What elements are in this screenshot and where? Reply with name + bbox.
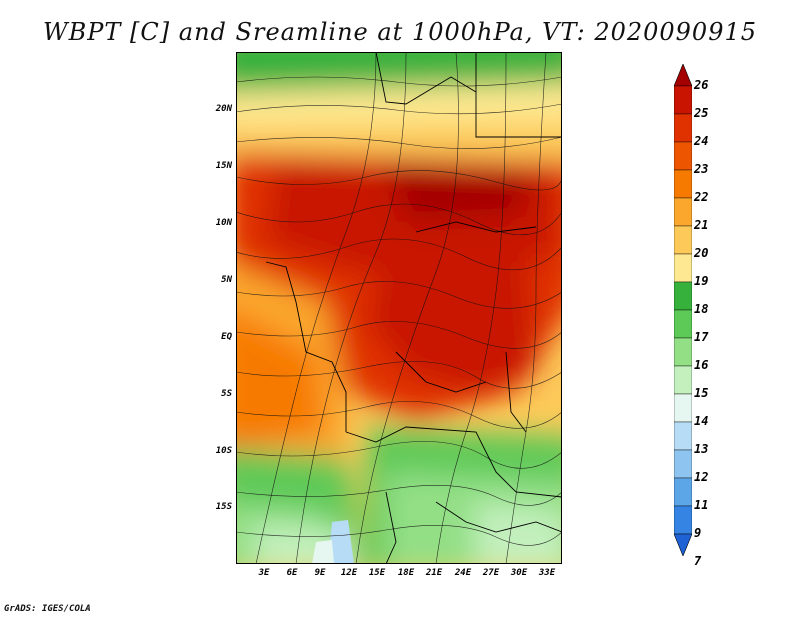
colorbar-label: 23 xyxy=(694,162,709,176)
colorbar xyxy=(674,64,692,556)
colorbar-label: 20 xyxy=(694,246,709,260)
colorbar-label: 24 xyxy=(694,134,709,148)
colorbar-label: 16 xyxy=(694,358,709,372)
lat-label-5n: 5N xyxy=(221,275,232,285)
colorbar-label: 18 xyxy=(694,302,709,316)
lon-label-18e: 18E xyxy=(397,568,415,578)
colorbar-swatch xyxy=(674,337,692,367)
colorbar-label: 12 xyxy=(694,470,709,484)
colorbar-label: 13 xyxy=(694,442,709,456)
lat-label-15n: 15N xyxy=(215,161,232,171)
lat-label-20n: 20N xyxy=(215,104,232,114)
colorbar-swatch xyxy=(674,197,692,227)
colorbar-swatch xyxy=(674,365,692,395)
colorbar-swatch xyxy=(674,253,692,283)
lat-label-10s: 10S xyxy=(215,446,232,456)
colorbar-label: 14 xyxy=(694,414,709,428)
lon-label-6e: 6E xyxy=(286,568,298,578)
colorbar-label: 19 xyxy=(694,274,709,288)
lon-label-24e: 24E xyxy=(454,568,472,578)
colorbar-swatch xyxy=(674,169,692,199)
colorbar-swatch xyxy=(674,225,692,255)
lat-label-eq: EQ xyxy=(221,332,232,342)
colorbar-label: 25 xyxy=(694,106,709,120)
colorbar-swatch xyxy=(674,85,692,115)
colorbar-label: 22 xyxy=(694,190,709,204)
colorbar-swatch xyxy=(674,421,692,451)
lon-label-30e: 30E xyxy=(510,568,528,578)
colorbar-label: 7 xyxy=(694,554,702,568)
colorbar-swatch xyxy=(674,141,692,171)
colorbar-swatch xyxy=(674,449,692,479)
lon-label-9e: 9E xyxy=(314,568,326,578)
colorbar-label: 26 xyxy=(694,78,709,92)
lat-label-5s: 5S xyxy=(221,389,232,399)
colorbar-swatch xyxy=(674,393,692,423)
colorbar-label: 15 xyxy=(694,386,709,400)
colorbar-swatch xyxy=(674,113,692,143)
colorbar-label: 9 xyxy=(694,526,702,540)
colorbar-swatch xyxy=(674,477,692,507)
lon-label-3e: 3E xyxy=(258,568,270,578)
chart-title: WBPT [C] and Sreamline at 1000hPa, VT: 2… xyxy=(42,18,758,46)
colorbar-bottom-arrow xyxy=(674,533,692,556)
lat-label-10n: 10N xyxy=(215,218,232,228)
colorbar-label: 17 xyxy=(694,330,709,344)
colorbar-swatch xyxy=(674,505,692,535)
wbpt-map xyxy=(236,52,562,564)
lon-label-27e: 27E xyxy=(482,568,500,578)
lon-label-12e: 12E xyxy=(340,568,358,578)
lat-label-15s: 15S xyxy=(215,502,232,512)
lon-label-15e: 15E xyxy=(368,568,386,578)
lon-label-21e: 21E xyxy=(425,568,443,578)
colorbar-label: 11 xyxy=(694,498,709,512)
grads-credit: GrADS: IGES/COLA xyxy=(4,604,91,614)
colorbar-swatch xyxy=(674,309,692,339)
colorbar-label: 21 xyxy=(694,218,709,232)
colorbar-swatch xyxy=(674,281,692,311)
colorbar-top-arrow xyxy=(674,64,692,87)
lon-label-33e: 33E xyxy=(538,568,556,578)
